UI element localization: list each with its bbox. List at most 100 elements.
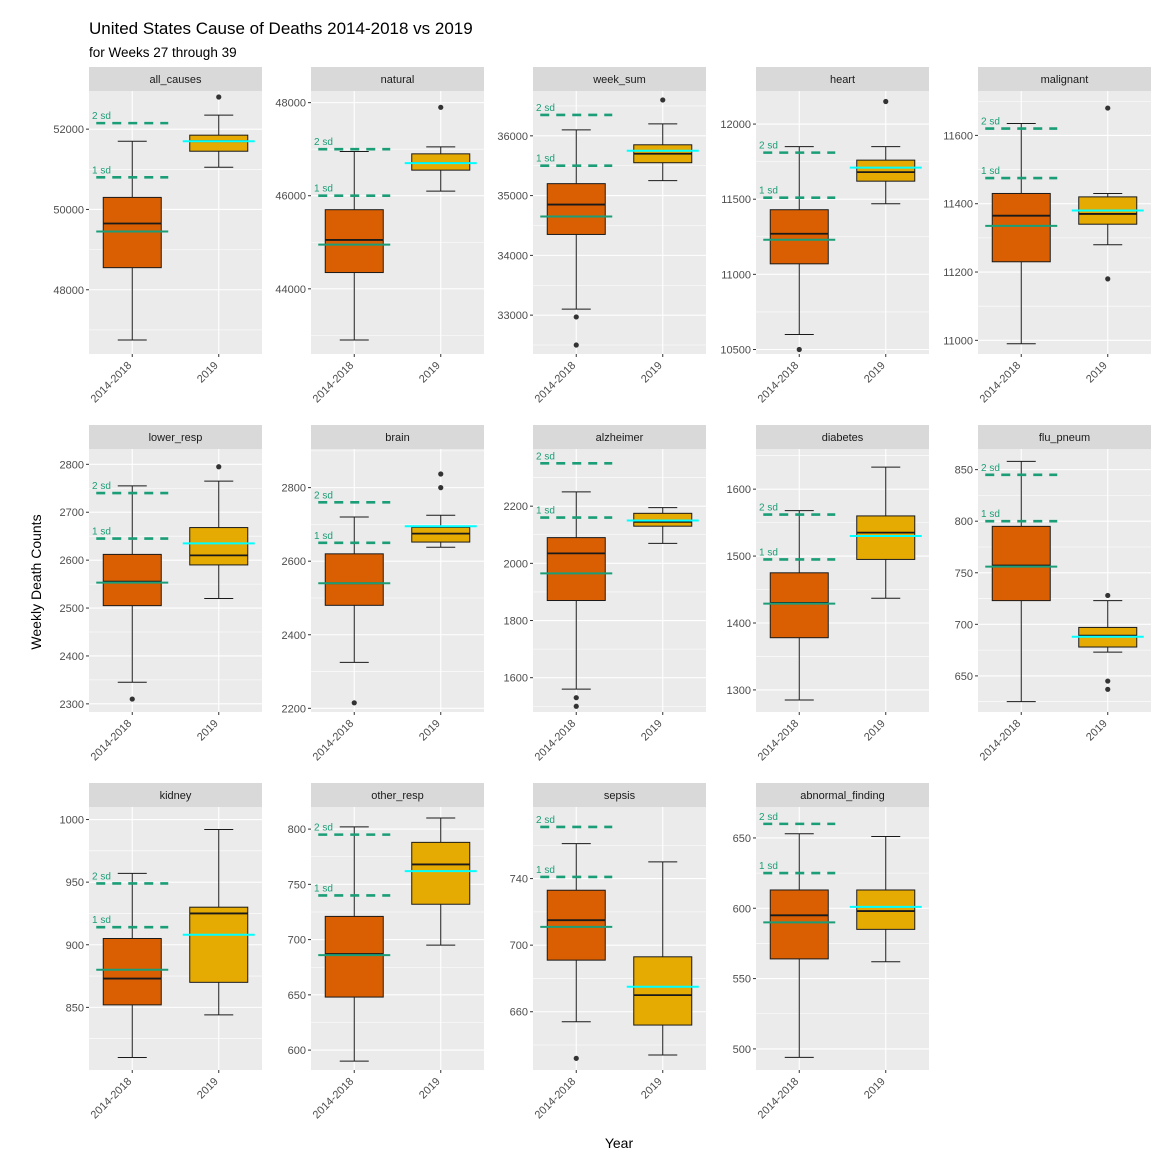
sd-label-2: 2 sd xyxy=(92,111,111,122)
facet-strip xyxy=(311,67,484,91)
box-iqr xyxy=(324,209,384,274)
y-tick-label: 2400 xyxy=(282,630,306,642)
facet-strip-label: abnormal_finding xyxy=(800,790,884,802)
box-iqr xyxy=(769,572,829,639)
outlier-point xyxy=(573,342,579,348)
box-iqr xyxy=(102,196,162,269)
facet-strip-label: heart xyxy=(830,74,855,86)
outlier-point xyxy=(438,485,444,491)
outlier-point xyxy=(573,695,579,701)
y-tick-label: 2000 xyxy=(504,558,528,570)
facet-strip xyxy=(533,783,706,807)
facet-strip xyxy=(89,425,262,449)
facet-strip-label: diabetes xyxy=(822,432,864,444)
y-tick-label: 2200 xyxy=(504,501,528,513)
y-tick-label: 2400 xyxy=(60,651,84,663)
y-tick-label: 2800 xyxy=(60,459,84,471)
y-tick-label: 33000 xyxy=(497,310,528,322)
y-tick-label: 11600 xyxy=(943,130,973,142)
y-tick-label: 750 xyxy=(955,568,973,580)
sd-label-1: 1 sd xyxy=(314,883,333,894)
y-axis-title: Weekly Death Counts xyxy=(28,514,44,649)
box-iqr xyxy=(856,159,916,182)
box-iqr xyxy=(769,889,829,960)
outlier-point xyxy=(573,1055,579,1061)
sd-label-2: 2 sd xyxy=(759,141,778,152)
y-tick-label: 1400 xyxy=(727,618,751,630)
y-tick-label: 11000 xyxy=(721,269,751,281)
facet-strip-label: sepsis xyxy=(604,790,636,802)
sd-label-1: 1 sd xyxy=(536,154,555,165)
facet-strip-label: lower_resp xyxy=(149,432,203,444)
box-iqr xyxy=(411,526,471,543)
y-tick-label: 44000 xyxy=(275,284,306,296)
box-iqr xyxy=(411,153,471,171)
sd-label-1: 1 sd xyxy=(92,527,111,538)
y-tick-label: 750 xyxy=(288,879,306,891)
facet-strip xyxy=(89,67,262,91)
sd-label-2: 2 sd xyxy=(314,823,333,834)
y-tick-label: 550 xyxy=(733,974,751,986)
box-iqr xyxy=(102,938,162,1006)
outlier-point xyxy=(883,98,889,105)
outlier-point xyxy=(1105,686,1111,692)
box-iqr xyxy=(769,209,829,265)
box-iqr xyxy=(411,841,471,905)
y-tick-label: 36000 xyxy=(497,131,528,143)
sd-label-1: 1 sd xyxy=(759,861,778,872)
facet-strip xyxy=(533,425,706,449)
y-tick-label: 52000 xyxy=(53,124,84,136)
x-axis-title: Year xyxy=(605,1135,634,1151)
facet-strip-label: all_causes xyxy=(150,74,202,86)
sd-label-2: 2 sd xyxy=(92,871,111,882)
sd-label-2: 2 sd xyxy=(314,137,333,148)
y-tick-label: 48000 xyxy=(275,98,306,110)
sd-label-1: 1 sd xyxy=(314,184,333,195)
facet-strip xyxy=(978,67,1151,91)
y-tick-label: 10500 xyxy=(720,344,751,356)
y-tick-label: 800 xyxy=(955,516,973,528)
outlier-point xyxy=(660,97,666,103)
y-tick-label: 2800 xyxy=(282,483,306,495)
y-tick-label: 11400 xyxy=(943,199,973,211)
sd-label-2: 2 sd xyxy=(314,490,333,501)
y-tick-label: 700 xyxy=(955,619,973,631)
y-tick-label: 12000 xyxy=(720,119,751,131)
outlier-point xyxy=(438,104,444,110)
sd-label-2: 2 sd xyxy=(981,117,1000,128)
box-iqr xyxy=(991,192,1051,263)
facet-strip xyxy=(756,67,929,91)
y-tick-label: 650 xyxy=(288,990,306,1002)
sd-label-1: 1 sd xyxy=(92,915,111,926)
y-tick-label: 500 xyxy=(733,1044,751,1056)
y-tick-label: 1500 xyxy=(727,551,751,563)
outlier-point xyxy=(573,703,579,709)
sd-label-2: 2 sd xyxy=(536,451,555,462)
sd-label-2: 2 sd xyxy=(759,503,778,514)
sd-label-2: 2 sd xyxy=(92,481,111,492)
facet-strip xyxy=(311,425,484,449)
chart-title: United States Cause of Deaths 2014-2018 … xyxy=(89,19,473,38)
facet-lower_resp: lower_resp 2300 2400 2500 2600 2700 2800 1 sd 2 … xyxy=(60,425,262,763)
sd-label-1: 1 sd xyxy=(981,166,1000,177)
y-tick-label: 11200 xyxy=(943,267,973,279)
facet-strip xyxy=(533,67,706,91)
outlier-point xyxy=(1105,105,1111,111)
outlier-point xyxy=(1105,678,1111,684)
y-tick-label: 35000 xyxy=(497,191,528,203)
y-tick-label: 850 xyxy=(955,465,973,477)
y-tick-label: 2500 xyxy=(60,603,84,615)
box-iqr xyxy=(324,553,384,606)
facet-strip-label: other_resp xyxy=(371,790,424,802)
y-tick-label: 48000 xyxy=(53,285,84,297)
box-iqr xyxy=(856,889,916,930)
facet-strip xyxy=(89,783,262,807)
